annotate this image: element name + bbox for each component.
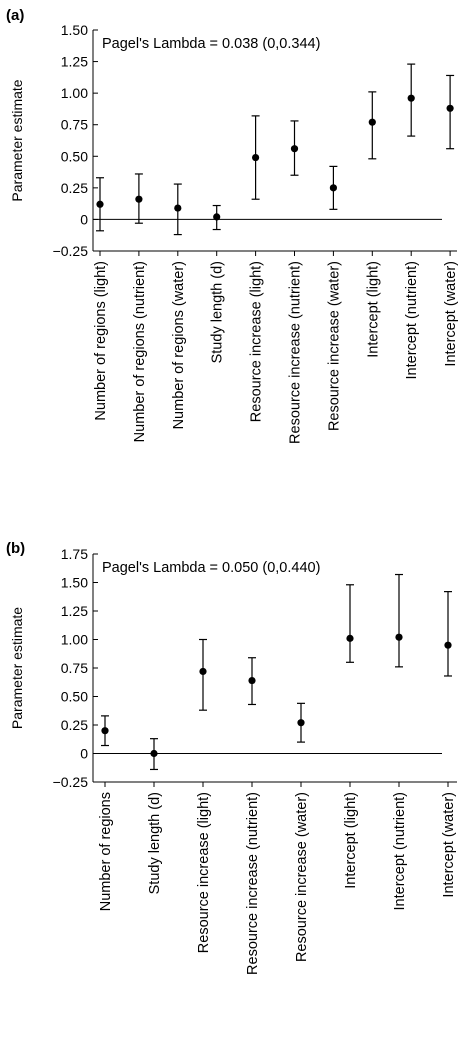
estimate-point xyxy=(174,204,182,212)
x-tick-label: Resource increase (nutrient) xyxy=(245,792,261,975)
estimate-point xyxy=(252,153,260,162)
panel-label: (a) xyxy=(6,7,24,24)
estimate-point xyxy=(446,104,454,112)
estimate-point xyxy=(248,676,256,685)
x-tick-label: Resource increase (nutrient) xyxy=(288,261,304,444)
x-tick-label: Resource increase (water) xyxy=(326,261,342,431)
estimate-point xyxy=(368,118,376,126)
y-tick-label: −0.25 xyxy=(53,243,89,259)
x-tick-label: Study length (d) xyxy=(210,261,226,363)
x-tick-label: Intercept (light) xyxy=(343,792,359,889)
y-tick-label: 1.75 xyxy=(61,546,88,562)
chart-panel-2: (b) Parameter estimate −0.25 0 0.25 0.50 0.75 1… xyxy=(6,540,457,975)
estimate-point xyxy=(297,719,305,727)
estimate-point xyxy=(329,184,337,192)
estimate-point xyxy=(346,634,354,642)
y-tick-label: 1.50 xyxy=(61,22,88,38)
estimate-point xyxy=(407,94,415,102)
y-tick-label: 1.25 xyxy=(61,603,88,619)
x-tick-label: Study length (d) xyxy=(147,792,163,894)
chart-panel-1: (a) Parameter estimate −0.25 0 0.25 0.50 0.75 1… xyxy=(6,7,459,444)
estimate-point xyxy=(96,200,104,208)
y-tick-label: 0.50 xyxy=(61,689,88,705)
y-tick-label: 1.00 xyxy=(61,85,88,101)
y-tick-label: −0.25 xyxy=(53,774,89,790)
x-tick-label: Number of regions (water) xyxy=(171,261,187,429)
estimate-point xyxy=(444,641,452,649)
panel-label: (b) xyxy=(6,540,25,557)
estimate-point xyxy=(213,213,221,221)
y-tick-label: 1.00 xyxy=(61,632,88,648)
estimate-point xyxy=(101,727,109,735)
x-tick-label: Number of regions (light) xyxy=(93,261,109,421)
y-axis-label: Parameter estimate xyxy=(9,79,25,201)
y-tick-label: 1.50 xyxy=(61,575,88,591)
x-tick-label: Intercept (nutrient) xyxy=(392,792,408,910)
x-tick-label: Intercept (water) xyxy=(441,792,457,898)
lambda-annotation: Pagel's Lambda = 0.038 (0,0.344) xyxy=(102,36,320,52)
y-tick-label: 0.25 xyxy=(61,717,88,733)
x-tick-label: Intercept (water) xyxy=(443,261,459,367)
estimate-point xyxy=(150,749,158,758)
estimate-point xyxy=(395,633,403,641)
estimate-point xyxy=(135,195,143,203)
y-axis-label: Parameter estimate xyxy=(9,607,25,729)
y-tick-label: 0.25 xyxy=(61,180,88,196)
y-tick-label: 0.75 xyxy=(61,117,88,133)
y-tick-label: 1.25 xyxy=(61,54,88,70)
x-tick-label: Intercept (nutrient) xyxy=(404,261,420,379)
x-tick-label: Resource increase (water) xyxy=(294,792,310,962)
x-tick-label: Intercept (light) xyxy=(365,261,381,358)
estimate-point xyxy=(199,667,207,676)
estimate-point xyxy=(290,145,299,153)
lambda-annotation: Pagel's Lambda = 0.050 (0,0.440) xyxy=(102,560,320,576)
y-tick-label: 0 xyxy=(80,746,88,762)
y-tick-label: 0 xyxy=(80,211,88,227)
y-tick-label: 0.75 xyxy=(61,660,88,676)
x-tick-label: Number of regions xyxy=(98,792,114,911)
x-tick-label: Number of regions (nutrient) xyxy=(132,261,148,442)
x-tick-label: Resource increase (light) xyxy=(196,792,212,953)
x-tick-label: Resource increase (light) xyxy=(249,261,265,422)
y-tick-label: 0.50 xyxy=(61,148,88,164)
